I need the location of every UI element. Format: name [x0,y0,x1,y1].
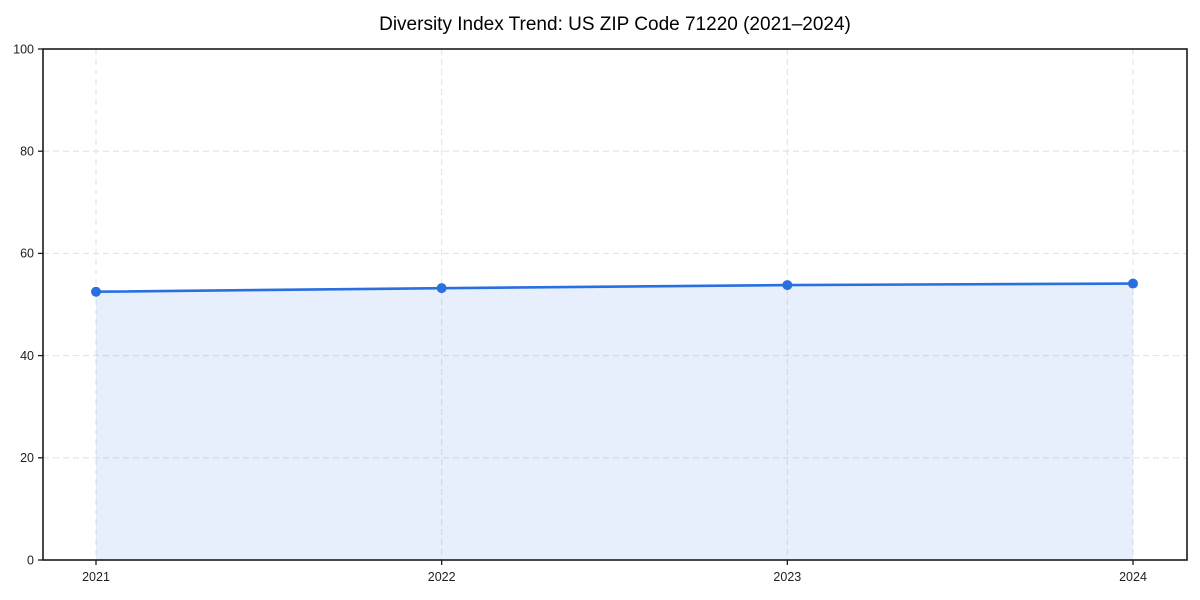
y-tick-label: 0 [27,553,34,567]
area-fill [96,283,1133,560]
y-tick-label: 80 [20,145,34,159]
series-layer [91,278,1138,560]
chart-title: Diversity Index Trend: US ZIP Code 71220… [379,14,851,35]
x-tick-label: 2021 [82,570,110,584]
plot-box [42,48,1188,561]
y-tick-label: 60 [20,247,34,261]
trend-line [94,282,1135,294]
x-tick-label: 2023 [773,570,801,584]
data-point-2021 [91,286,101,297]
axis-layer: 0 20 40 60 80 100 2021 2022 2023 2024 [13,42,1188,584]
data-point-2024 [1128,278,1138,289]
y-tick-label: 40 [20,349,34,363]
data-point-2023 [782,280,793,291]
data-point-2022 [436,283,447,294]
x-tick-label: 2022 [428,570,456,584]
y-tick-label: 20 [20,451,34,465]
x-tick-label: 2024 [1119,570,1147,584]
y-tick-label: 100 [13,42,34,56]
